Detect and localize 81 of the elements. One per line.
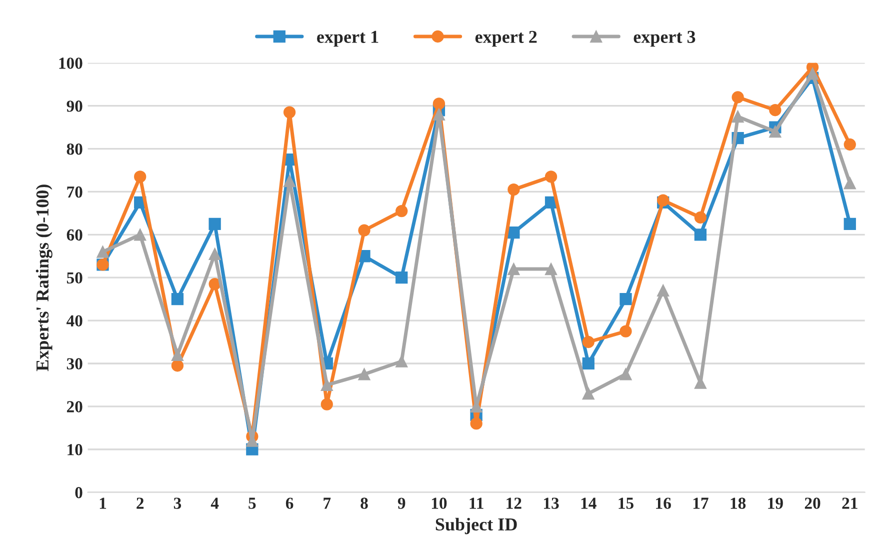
- point: [508, 262, 520, 276]
- x-tick-label: 9: [398, 498, 406, 509]
- point: [470, 418, 482, 430]
- point: [396, 272, 408, 284]
- x-tick-label: 20: [804, 498, 820, 509]
- point: [171, 348, 184, 361]
- point: [844, 218, 856, 230]
- point: [769, 104, 782, 116]
- point: [769, 126, 782, 138]
- point: [582, 387, 594, 400]
- x-tick-label: 8: [360, 498, 368, 509]
- x-axis-title: Subject ID: [436, 518, 517, 534]
- x-tick-label: 15: [618, 498, 634, 509]
- x-tick-label: 11: [470, 498, 484, 509]
- legend-label: expert 3: [634, 30, 696, 47]
- x-tick-label: 6: [286, 498, 294, 509]
- x-tick-label: 12: [506, 498, 522, 509]
- x-tick-label: 10: [432, 498, 447, 509]
- point: [358, 224, 370, 236]
- point: [134, 228, 146, 241]
- point: [694, 228, 707, 241]
- point: [620, 368, 632, 380]
- y-tick-label: 90: [66, 100, 82, 112]
- point: [694, 211, 707, 224]
- x-tick-label: 7: [324, 498, 331, 509]
- x-tick-label: 18: [730, 498, 746, 509]
- point: [320, 378, 333, 392]
- point: [806, 68, 819, 80]
- x-tick-label: 5: [248, 498, 256, 509]
- x-tick-label: 14: [581, 498, 596, 509]
- point: [582, 357, 594, 370]
- point: [171, 360, 184, 372]
- x-tick-label: 19: [768, 498, 783, 509]
- point: [171, 292, 184, 306]
- point: [544, 170, 558, 183]
- x-tick-label: 3: [174, 498, 182, 509]
- x-tick-label: 2: [136, 498, 144, 509]
- point: [657, 284, 670, 297]
- y-tick-label: 100: [59, 58, 82, 69]
- point: [96, 246, 109, 258]
- point: [358, 368, 370, 380]
- y-tick-label: 20: [66, 401, 82, 412]
- point: [283, 174, 296, 188]
- point: [732, 91, 744, 104]
- point: [620, 292, 632, 306]
- point: [508, 184, 520, 196]
- point: [732, 110, 744, 123]
- point: [208, 248, 221, 260]
- y-tick-label: 0: [75, 487, 82, 498]
- x-tick-label: 17: [693, 498, 708, 509]
- y-tick-label: 50: [66, 272, 82, 284]
- x-tick-label: 1: [100, 498, 106, 509]
- x-tick-label: 21: [842, 498, 858, 509]
- y-tick-label: 30: [66, 358, 82, 370]
- point: [508, 226, 520, 239]
- point: [582, 336, 594, 348]
- point: [620, 325, 632, 338]
- legend-label: expert 2: [475, 30, 537, 47]
- y-tick-label: 10: [68, 444, 82, 456]
- point: [320, 398, 333, 410]
- y-axis-title: Experts' Ratings (0-100): [36, 184, 52, 372]
- x-tick-label: 4: [210, 498, 219, 509]
- y-tick-label: 80: [66, 143, 82, 155]
- point: [657, 194, 670, 206]
- legend-label: expert 1: [317, 30, 378, 47]
- y-tick-label: 40: [66, 315, 82, 326]
- point: [396, 204, 408, 218]
- point: [396, 355, 408, 368]
- point: [283, 106, 296, 118]
- point: [432, 108, 446, 121]
- point: [844, 138, 856, 151]
- point: [208, 218, 221, 230]
- point: [544, 262, 558, 276]
- x-tick-label: 13: [544, 498, 559, 509]
- point: [844, 177, 856, 190]
- y-tick-label: 70: [67, 186, 82, 198]
- point: [208, 278, 221, 290]
- point: [134, 170, 146, 183]
- y-tick-label: 60: [66, 229, 82, 241]
- x-tick-label: 16: [656, 498, 671, 509]
- point: [432, 98, 446, 110]
